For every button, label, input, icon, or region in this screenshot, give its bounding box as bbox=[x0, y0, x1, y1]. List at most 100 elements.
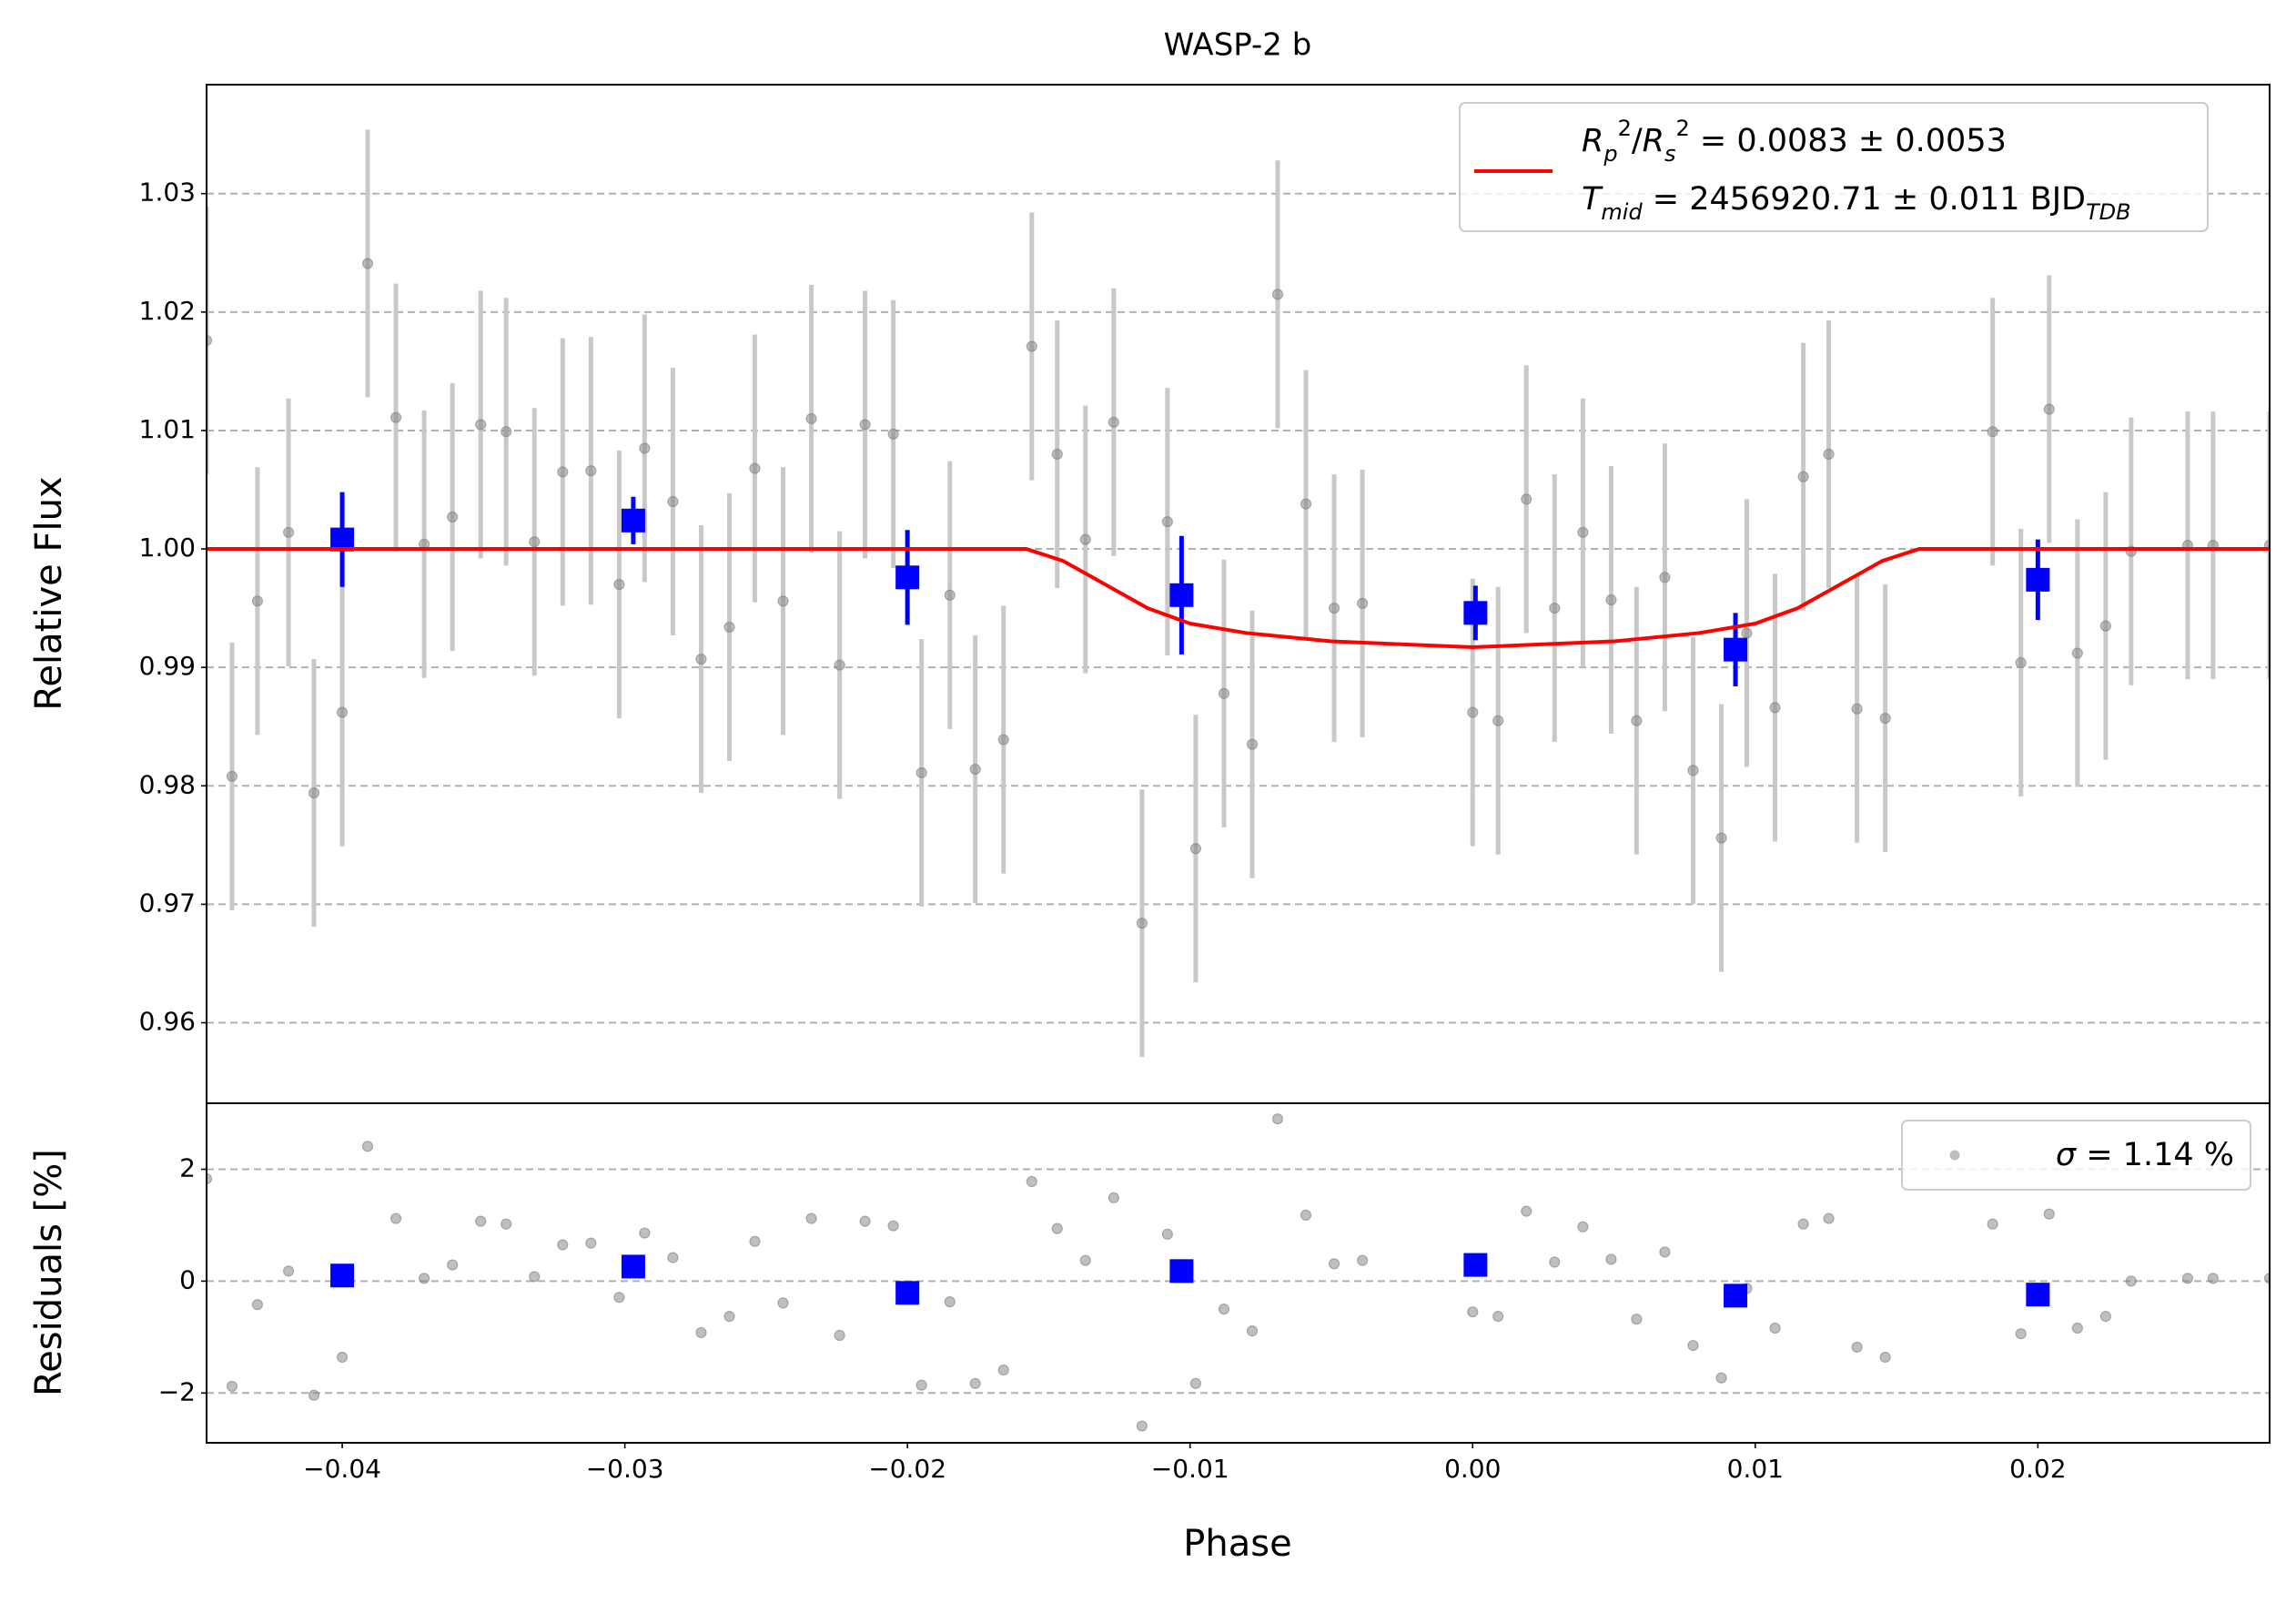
data-point bbox=[1577, 1221, 1589, 1233]
data-point bbox=[1051, 1223, 1063, 1234]
x-tick-label: 0.02 bbox=[2009, 1454, 2066, 1484]
data-point bbox=[915, 1379, 927, 1391]
model-line bbox=[207, 547, 2270, 650]
binned-point bbox=[2026, 1283, 2050, 1307]
y-tick-label: 1.00 bbox=[139, 533, 196, 563]
legend-text: 2 bbox=[1675, 116, 1689, 141]
data-point bbox=[1026, 340, 1037, 352]
binned-point bbox=[330, 1263, 355, 1288]
data-point bbox=[887, 1220, 899, 1232]
binned-point bbox=[2026, 567, 2050, 592]
y-axis-label: Relative Flux bbox=[28, 476, 70, 710]
legend-label: Rp2/Rs2 = 0.0083 ± 0.0053 bbox=[1582, 116, 2007, 167]
data-point bbox=[1492, 715, 1504, 726]
x-tick-label: 0.01 bbox=[1727, 1454, 1784, 1484]
data-point bbox=[1631, 715, 1643, 726]
data-point bbox=[944, 1296, 956, 1308]
data-point bbox=[2099, 620, 2111, 632]
data-point bbox=[447, 511, 459, 523]
data-point bbox=[1026, 1175, 1037, 1188]
data-point bbox=[695, 1326, 707, 1339]
y-tick-label: 0.97 bbox=[139, 888, 196, 918]
data-point bbox=[1108, 416, 1119, 428]
data-point bbox=[639, 1227, 651, 1239]
data-point bbox=[475, 1215, 487, 1227]
data-point bbox=[834, 659, 845, 671]
binned-point bbox=[621, 508, 645, 533]
data-point bbox=[361, 1141, 374, 1152]
x-tick-label: −0.01 bbox=[1151, 1454, 1229, 1484]
data-point bbox=[2015, 1328, 2027, 1340]
data-point bbox=[997, 734, 1009, 746]
data-point bbox=[1823, 448, 1835, 461]
y-tick-label: 0.96 bbox=[139, 1007, 196, 1037]
data-point bbox=[613, 1292, 625, 1304]
data-point bbox=[1851, 703, 1863, 715]
data-point bbox=[1300, 1209, 1312, 1221]
binned-point bbox=[1169, 1259, 1194, 1283]
legend-text: 2 bbox=[1618, 116, 1632, 141]
data-point bbox=[308, 1389, 320, 1401]
legend-text: / bbox=[1632, 123, 1643, 159]
data-point bbox=[969, 763, 981, 776]
legend-text: p bbox=[1603, 141, 1617, 167]
legend-text: TDB bbox=[2086, 199, 2131, 225]
y-tick-label: 0.99 bbox=[139, 651, 196, 681]
data-point bbox=[1300, 498, 1312, 510]
data-point bbox=[944, 589, 956, 601]
data-point bbox=[1189, 1377, 1202, 1389]
data-point bbox=[1189, 843, 1202, 855]
data-point bbox=[557, 466, 569, 478]
x-tick-label: 0.00 bbox=[1444, 1454, 1501, 1484]
data-point bbox=[613, 578, 625, 591]
data-point bbox=[915, 766, 927, 779]
legend-text: σ bbox=[2056, 1137, 2078, 1173]
data-point bbox=[1631, 1314, 1643, 1325]
data-point bbox=[585, 465, 597, 477]
y-axis-label: Residuals [%] bbox=[28, 1149, 70, 1396]
x-tick-label: −0.03 bbox=[586, 1454, 664, 1484]
data-point bbox=[1823, 1212, 1835, 1224]
data-point bbox=[2125, 1275, 2137, 1287]
data-point bbox=[2015, 656, 2027, 669]
x-axis-label: Phase bbox=[1183, 1523, 1291, 1565]
data-point bbox=[1987, 426, 1998, 438]
data-point bbox=[749, 462, 761, 474]
data-point bbox=[1521, 493, 1532, 505]
y-tick-label: 0.98 bbox=[139, 769, 196, 799]
data-point bbox=[1715, 1372, 1727, 1384]
legend-text: mid bbox=[1601, 199, 1643, 225]
data-point bbox=[834, 1329, 845, 1342]
data-point bbox=[695, 653, 707, 665]
axes: 0.96 0.97 0.98 0.99 1.00 1.01 1.02 1.03 −2 0 2 −0.0… bbox=[139, 84, 2271, 1484]
data-point bbox=[226, 770, 238, 782]
data-point bbox=[1687, 1339, 1699, 1352]
legend-text: = 1.14 % bbox=[2076, 1137, 2234, 1173]
data-point bbox=[1467, 706, 1479, 718]
data-point bbox=[282, 1265, 295, 1277]
data-point bbox=[1161, 516, 1173, 528]
y-tick-label: 1.03 bbox=[139, 178, 196, 208]
legend-text: R bbox=[1643, 123, 1664, 159]
data-point bbox=[1218, 687, 1230, 699]
data-point bbox=[997, 1365, 1009, 1376]
data-point bbox=[2071, 647, 2083, 659]
legend-text: R bbox=[1582, 123, 1603, 159]
x-tick-label: −0.04 bbox=[303, 1454, 381, 1484]
legend-box bbox=[1901, 1120, 2251, 1191]
data-point bbox=[1769, 1322, 1781, 1334]
data-point bbox=[1271, 289, 1284, 300]
data-point bbox=[1357, 1254, 1369, 1266]
data-point bbox=[1136, 918, 1148, 929]
data-point bbox=[639, 442, 651, 454]
binned-point bbox=[895, 565, 920, 590]
data-point bbox=[1051, 448, 1063, 461]
data-point bbox=[389, 411, 402, 423]
y-tick-label: 2 bbox=[179, 1153, 196, 1183]
data-point bbox=[859, 1215, 871, 1227]
data-point bbox=[1659, 1246, 1671, 1258]
data-point bbox=[1879, 1351, 1891, 1364]
